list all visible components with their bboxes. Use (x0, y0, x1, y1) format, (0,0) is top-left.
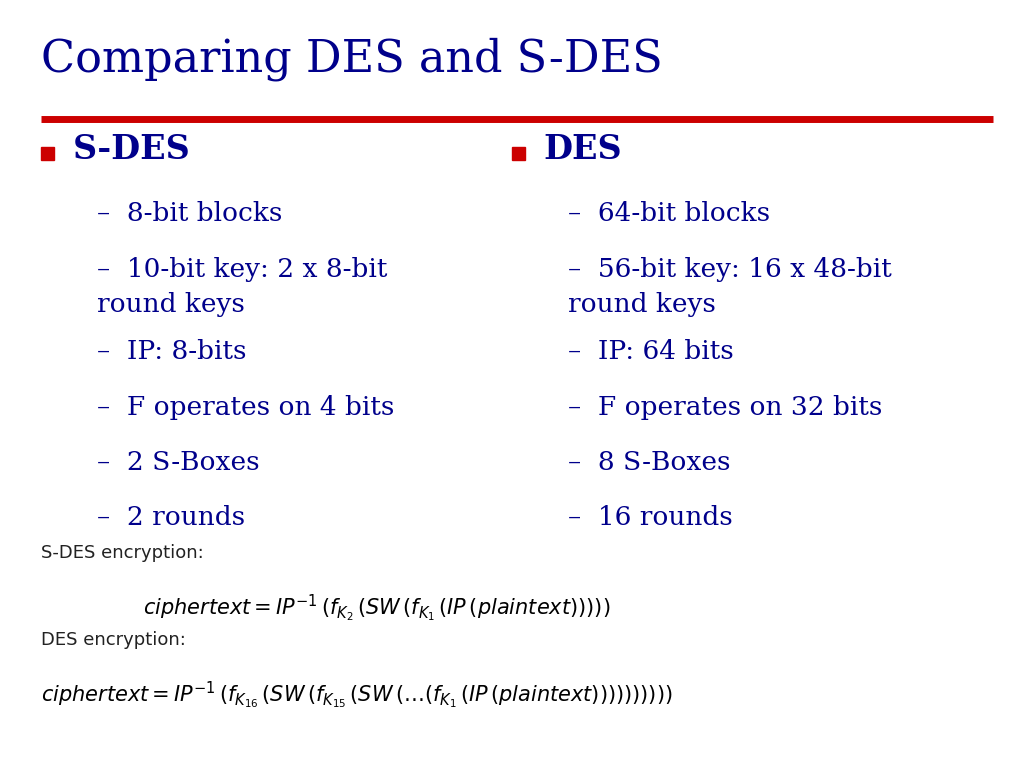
Text: –  56-bit key: 16 x 48-bit
round keys: – 56-bit key: 16 x 48-bit round keys (568, 257, 892, 316)
Text: DES: DES (544, 134, 623, 166)
Text: –  16 rounds: – 16 rounds (568, 505, 733, 531)
Text: –  10-bit key: 2 x 8-bit
round keys: – 10-bit key: 2 x 8-bit round keys (97, 257, 388, 316)
Text: –  8-bit blocks: – 8-bit blocks (97, 201, 283, 227)
Text: S-DES encryption:: S-DES encryption: (41, 545, 204, 562)
Text: S-DES: S-DES (73, 134, 190, 166)
Text: –  F operates on 32 bits: – F operates on 32 bits (568, 395, 883, 420)
Text: $ciphertext = IP^{-1}\,(f_{K_{16}}\,(SW\,(f_{K_{15}}\,(SW\,(\ldots(f_{K_1}\,(IP\: $ciphertext = IP^{-1}\,(f_{K_{16}}\,(SW\… (41, 680, 673, 711)
Text: –  64-bit blocks: – 64-bit blocks (568, 201, 770, 227)
Text: Comparing DES and S-DES: Comparing DES and S-DES (41, 37, 663, 81)
Text: –  2 rounds: – 2 rounds (97, 505, 246, 531)
Text: DES encryption:: DES encryption: (41, 631, 185, 649)
Text: $ciphertext = IP^{-1}\,(f_{K_2}\,(SW\,(f_{K_1}\,(IP\,(plaintext)))))$: $ciphertext = IP^{-1}\,(f_{K_2}\,(SW\,(f… (143, 593, 610, 624)
Bar (41, 147, 54, 160)
Text: –  F operates on 4 bits: – F operates on 4 bits (97, 395, 394, 420)
Text: –  2 S-Boxes: – 2 S-Boxes (97, 450, 260, 475)
Text: –  IP: 64 bits: – IP: 64 bits (568, 339, 734, 365)
Bar (512, 147, 525, 160)
Text: –  8 S-Boxes: – 8 S-Boxes (568, 450, 731, 475)
Text: –  IP: 8-bits: – IP: 8-bits (97, 339, 247, 365)
